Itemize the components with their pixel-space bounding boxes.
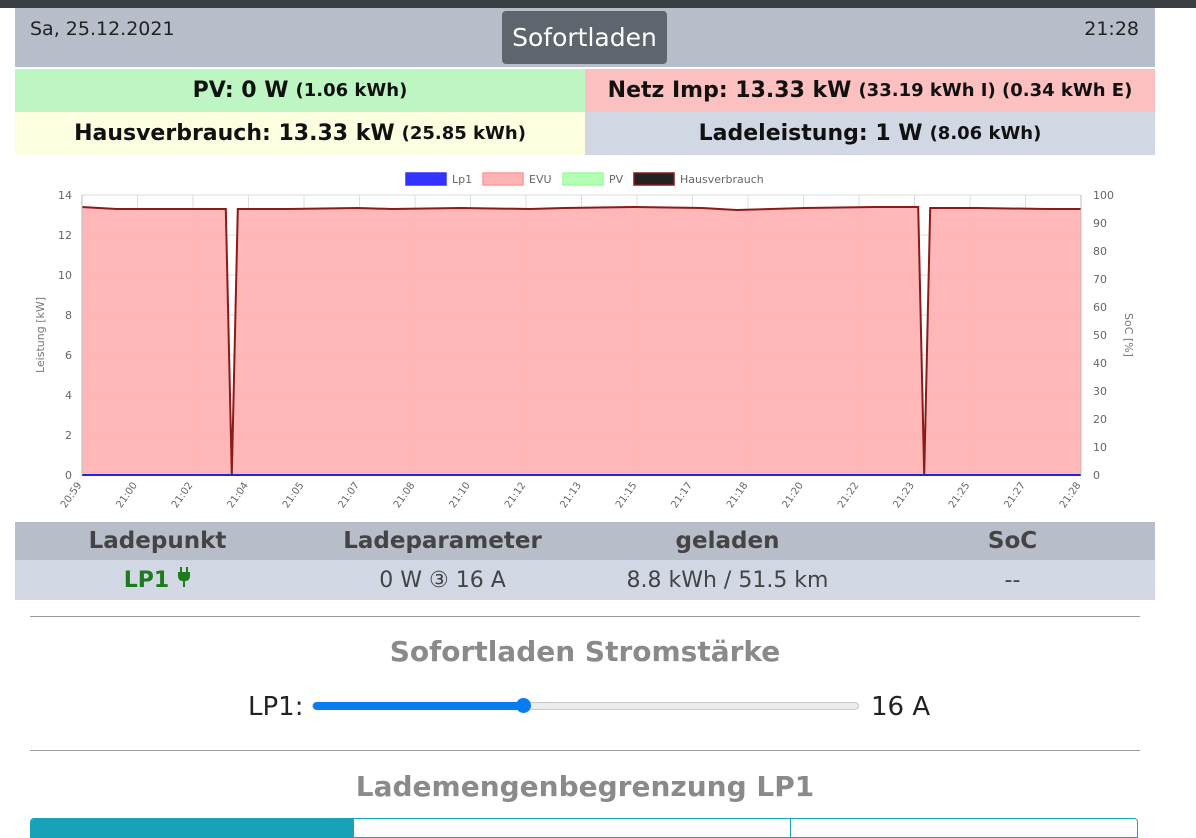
plug-icon	[177, 567, 191, 593]
lp1-charged: 8.8 kWh / 51.5 km	[626, 567, 829, 593]
x-tick-label: 21:00	[114, 480, 140, 510]
header-soc: SoC	[987, 528, 1038, 554]
x-tick-label: 21:23	[891, 480, 917, 510]
x-tick-label: 21:20	[780, 480, 806, 510]
y-tick-label: 0	[65, 469, 72, 482]
mode-button[interactable]: Sofortladen	[502, 11, 667, 64]
limit-mode-button-2[interactable]	[354, 819, 791, 837]
lp1-cell[interactable]: LP1	[15, 560, 300, 600]
divider	[30, 750, 1140, 751]
y-tick-label: 8	[65, 309, 72, 322]
legend-swatch-hausverbrauch	[633, 172, 675, 186]
y2-tick-label: 50	[1093, 329, 1107, 342]
x-tick-label: 21:08	[392, 480, 418, 510]
limit-section-title: Lademengenbegrenzung LP1	[355, 770, 815, 803]
slider-thumb[interactable]	[516, 698, 532, 713]
charge-power-value: Ladeleistung: 1 W	[698, 121, 923, 146]
grid-tile: Netz Imp: 13.33 kW (33.19 kWh I) (0.34 kW…	[585, 69, 1155, 112]
header-time: 21:28	[1084, 18, 1139, 40]
legend-label-pv: PV	[609, 173, 624, 186]
slider-value: 16 A	[871, 692, 931, 722]
y-tick-label: 12	[58, 229, 72, 242]
x-tick-label: 21:18	[725, 480, 751, 510]
x-tick-label: 21:12	[503, 480, 529, 510]
legend-label-evu: EVU	[529, 173, 552, 186]
house-tile: Hausverbrauch: 13.33 kW (25.85 kWh)	[15, 112, 585, 155]
x-tick-label: 21:17	[669, 480, 695, 510]
legend-label-hausverbrauch: Hausverbrauch	[680, 173, 764, 186]
y2-tick-label: 40	[1093, 357, 1107, 370]
y2-tick-label: 90	[1093, 217, 1107, 230]
x-tick-label: 20:59	[59, 480, 85, 510]
y-axis-title: Leistung [kW]	[34, 297, 47, 373]
window-top-bar	[0, 0, 1196, 8]
y2-axis-title: SoC [%]	[1122, 313, 1135, 357]
y2-tick-label: 100	[1093, 189, 1114, 202]
series-evu-area	[82, 207, 1081, 475]
pv-tile: PV: 0 W (1.06 kWh)	[15, 69, 585, 112]
y2-tick-label: 60	[1093, 301, 1107, 314]
legend-label-lp1: Lp1	[452, 173, 472, 186]
limit-mode-button-3[interactable]	[791, 819, 1137, 837]
header-date: Sa, 25.12.2021	[30, 18, 175, 40]
power-chart: 0 2 4 6 8 10 12 14 0 10 20 30 40 50 60 70 80 90 100 20:59 21…	[15, 165, 1155, 520]
y2-tick-label: 0	[1093, 469, 1100, 482]
y-tick-label: 2	[65, 429, 72, 442]
limit-mode-button-group	[30, 818, 1138, 838]
lp1-name: LP1	[123, 567, 170, 593]
grid-energy: (33.19 kWh I) (0.34 kWh E)	[858, 80, 1133, 101]
slider-label: LP1:	[248, 692, 304, 722]
chargepoint-table-header: Ladepunkt Ladeparameter geladen SoC	[15, 522, 1155, 560]
status-header: Sa, 25.12.2021 Sofortladen 21:28	[15, 8, 1155, 67]
y2-tick-label: 70	[1093, 273, 1107, 286]
current-slider[interactable]	[312, 698, 859, 713]
header-ladeparameter: Ladeparameter	[343, 528, 542, 554]
x-tick-label: 21:25	[947, 480, 973, 510]
divider	[30, 616, 1140, 617]
legend-swatch-lp1	[405, 172, 447, 186]
x-tick-label: 21:13	[558, 480, 584, 510]
charge-power-tile: Ladeleistung: 1 W (8.06 kWh)	[585, 112, 1155, 155]
house-energy: (25.85 kWh)	[401, 123, 526, 144]
charge-energy: (8.06 kWh)	[929, 123, 1042, 144]
power-chart-svg: 0 2 4 6 8 10 12 14 0 10 20 30 40 50 60 70 80 90 100 20:59 21…	[34, 172, 1135, 510]
y-tick-label: 4	[65, 389, 72, 402]
y2-tick-label: 10	[1093, 441, 1107, 454]
x-tick-label: 21:15	[614, 480, 640, 510]
slider-fill	[313, 702, 524, 710]
y2-tick-label: 80	[1093, 245, 1107, 258]
table-row: LP1 0 W ③ 16 A 8.8 kWh / 51.5 km --	[15, 560, 1155, 600]
y2-tick-label: 20	[1093, 413, 1107, 426]
x-tick-label: 21:27	[1002, 480, 1028, 510]
current-section-title: Sofortladen Stromstärke	[389, 635, 781, 668]
lp1-parameters: 0 W ③ 16 A	[379, 567, 506, 593]
x-tick-label: 21:04	[225, 480, 251, 510]
legend-swatch-pv	[562, 172, 604, 186]
y-tick-label: 14	[58, 189, 72, 202]
lp1-soc: --	[1004, 567, 1021, 593]
y-tick-label: 6	[65, 349, 72, 362]
grid-value: Netz Imp: 13.33 kW	[607, 78, 852, 103]
header-geladen: geladen	[675, 528, 780, 554]
x-tick-label: 21:02	[170, 480, 196, 510]
x-tick-label: 21:05	[281, 480, 307, 510]
limit-mode-button-1[interactable]	[31, 819, 354, 837]
x-tick-label: 21:28	[1058, 480, 1084, 510]
header-ladepunkt: Ladepunkt	[88, 528, 227, 554]
pv-energy: (1.06 kWh)	[295, 80, 408, 101]
x-tick-label: 21:10	[447, 480, 473, 510]
y-tick-label: 10	[58, 269, 72, 282]
x-tick-label: 21:07	[336, 480, 362, 510]
y2-tick-label: 30	[1093, 385, 1107, 398]
x-tick-label: 21:22	[836, 480, 862, 510]
pv-value: PV: 0 W	[192, 78, 289, 103]
legend-swatch-evu	[482, 172, 524, 186]
house-value: Hausverbrauch: 13.33 kW	[74, 121, 395, 146]
